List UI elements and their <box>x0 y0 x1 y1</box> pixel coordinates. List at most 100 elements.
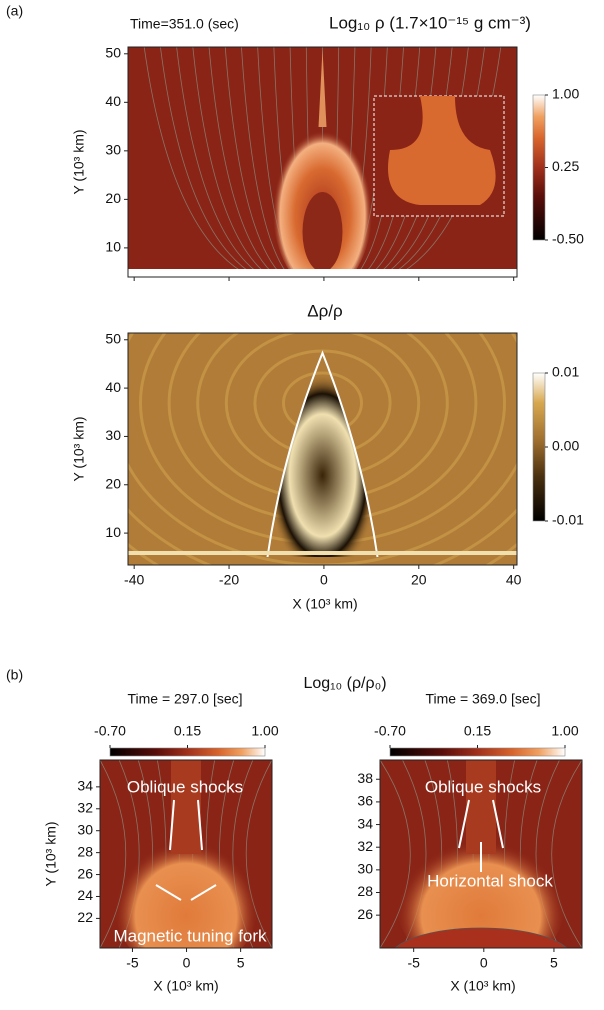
chart-title: Time=351.0 (sec) <box>130 16 239 32</box>
plume <box>113 825 259 948</box>
y-tick-label: 10 <box>105 524 121 540</box>
annotation: Horizontal shock <box>427 871 553 890</box>
y-tick-label: 26 <box>77 865 93 881</box>
y-tick-label: 20 <box>105 475 121 491</box>
heatmap <box>128 47 517 277</box>
plume-edge <box>266 350 379 558</box>
y-tick-label: 34 <box>357 815 373 831</box>
x-axis-label: X (10³ km) <box>450 978 515 994</box>
plot-frame <box>127 332 518 566</box>
annotation-line <box>169 799 175 851</box>
plume <box>396 825 566 948</box>
panel-title: Log₁₀ (ρ/ρ₀) <box>303 675 386 692</box>
y-tick-label: 40 <box>105 93 121 109</box>
stem <box>466 760 496 854</box>
panel-label: (b) <box>6 667 23 683</box>
field-line <box>241 47 291 277</box>
x-tick-label: -40 <box>124 572 144 588</box>
y-tick-label: 26 <box>357 906 373 922</box>
y-tick-label: 22 <box>77 909 93 925</box>
annotation-line <box>190 884 217 901</box>
colorbar <box>532 372 546 522</box>
x-tick-label: -5 <box>126 955 139 971</box>
field-line <box>208 47 278 277</box>
y-tick-label: 28 <box>77 843 93 859</box>
colorbar <box>532 94 546 241</box>
y-tick-label: 20 <box>105 190 121 206</box>
stem <box>171 760 201 854</box>
annotation: Oblique shocks <box>127 777 243 796</box>
y-tick-label: 30 <box>105 142 121 158</box>
colorbar-tick-label: 1.00 <box>552 86 579 102</box>
y-tick-label: 24 <box>77 887 93 903</box>
chart-title: Time = 297.0 [sec] <box>127 691 242 707</box>
colorbar <box>109 747 266 757</box>
x-tick-label: 0 <box>320 572 328 588</box>
chart-title: Δρ/ρ <box>307 301 342 320</box>
chart-title: Time = 369.0 [sec] <box>425 691 540 707</box>
y-tick-label: 10 <box>105 239 121 255</box>
colorbar-tick-label: -0.50 <box>552 231 584 247</box>
plume-core <box>302 192 343 272</box>
annotation-line <box>155 884 182 901</box>
y-tick-label: 28 <box>357 883 373 899</box>
colorbar <box>389 747 566 757</box>
x-axis-label: X (10³ km) <box>153 978 218 994</box>
x-axis-label: X (10³ km) <box>292 596 357 612</box>
field-line <box>143 47 252 277</box>
colorbar-tick-label: 0.00 <box>552 438 579 454</box>
y-tick-label: 50 <box>105 330 121 346</box>
y-tick-label: 30 <box>77 821 93 837</box>
y-axis-label: Y (10³ km) <box>71 129 87 194</box>
colorbar-label: Log₁₀ ρ (1.7×10⁻¹⁵ g cm⁻³) <box>329 13 531 32</box>
x-tick-label: 0 <box>480 955 488 971</box>
y-tick-label: 30 <box>357 861 373 877</box>
colorbar-tick-label: 0.01 <box>552 364 579 380</box>
annotation-line <box>492 799 504 849</box>
annotation: Magnetic tuning fork <box>113 926 267 945</box>
colorbar-tick-label: 1.00 <box>251 723 278 739</box>
y-axis-label: Y (10³ km) <box>71 416 87 481</box>
x-tick-label: 40 <box>506 572 522 588</box>
y-tick-label: 32 <box>357 838 373 854</box>
annotation-line <box>458 799 470 849</box>
x-tick-label: 0 <box>183 955 191 971</box>
field-line <box>551 760 582 948</box>
plot-frame <box>379 759 583 949</box>
colorbar-tick-label: 0.15 <box>174 723 201 739</box>
heatmap <box>128 333 517 565</box>
field-line <box>245 760 272 948</box>
heatmap <box>380 760 582 948</box>
colorbar-tick-label: -0.70 <box>374 723 406 739</box>
field-line <box>160 47 258 277</box>
base-layer <box>128 551 517 555</box>
x-tick-label: 5 <box>550 955 558 971</box>
annotation-line <box>197 799 203 851</box>
heatmap <box>100 760 272 948</box>
field-line <box>380 760 411 948</box>
y-tick-label: 50 <box>105 44 121 60</box>
inset-shape <box>388 96 496 205</box>
y-tick-label: 38 <box>357 770 373 786</box>
plot-frame <box>127 46 518 278</box>
base-layer <box>128 269 517 277</box>
panel-label: (a) <box>6 3 23 19</box>
y-tick-label: 32 <box>77 799 93 815</box>
lower-layer <box>394 927 568 948</box>
field-line <box>176 47 265 277</box>
colorbar-tick-label: 1.00 <box>551 723 578 739</box>
y-tick-label: 36 <box>357 793 373 809</box>
y-tick-label: 34 <box>77 778 93 794</box>
x-tick-label: -20 <box>219 572 239 588</box>
plot-frame <box>99 759 273 949</box>
annotation: Oblique shocks <box>425 777 541 796</box>
colorbar-tick-label: -0.01 <box>552 512 584 528</box>
colorbar-tick-label: -0.70 <box>94 723 126 739</box>
plume <box>267 353 378 557</box>
x-tick-label: -5 <box>407 955 420 971</box>
colorbar-tick-label: 0.25 <box>552 158 579 174</box>
y-tick-label: 40 <box>105 379 121 395</box>
field-line <box>192 47 271 277</box>
y-axis-label: Y (10³ km) <box>43 821 59 886</box>
